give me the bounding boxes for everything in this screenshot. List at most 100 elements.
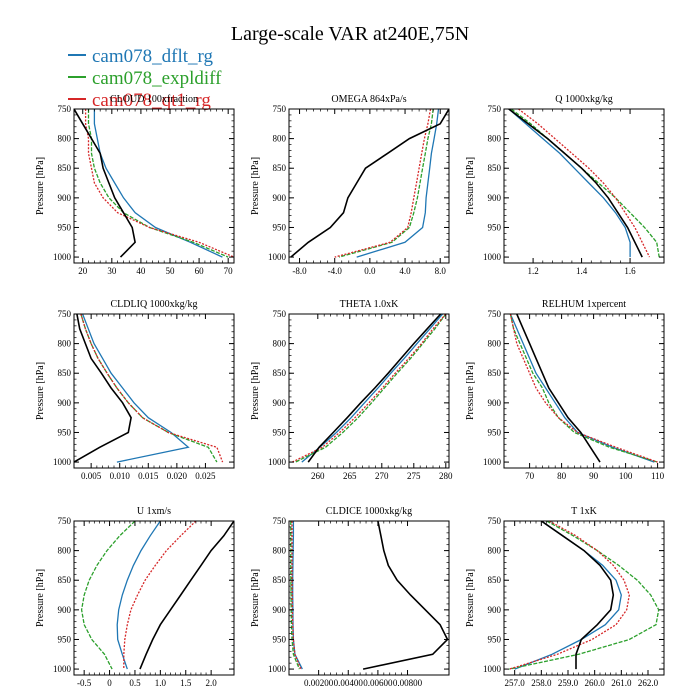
x-tick-label: 70 xyxy=(525,471,535,481)
y-tick-label: 850 xyxy=(273,163,287,173)
x-tick-label: 20 xyxy=(78,266,88,276)
y-tick-label: 900 xyxy=(58,398,72,408)
panel-5: 750 800 850 900 950 1000 260 265 270 275 280 THETA … xyxy=(250,299,453,481)
series-obs-line xyxy=(508,109,643,258)
x-tick-label: 100 xyxy=(619,471,633,481)
x-tick-label: 30 xyxy=(107,266,117,276)
x-tick-label: 0.00400 xyxy=(334,678,364,688)
x-tick-label: 80 xyxy=(557,471,567,481)
series-cam078_qt1_rg-line xyxy=(291,314,447,463)
series-cam078_dflt_rg-line xyxy=(116,521,161,670)
x-tick-label: 2.0 xyxy=(206,678,218,688)
y-tick-label: 850 xyxy=(273,368,287,378)
plot-frame xyxy=(288,313,450,469)
y-tick-label: 850 xyxy=(488,368,502,378)
y-tick-label: 950 xyxy=(273,634,287,644)
panel-6: 750 800 850 900 950 1000 70 80 90 100 110 RELHUM 1x… xyxy=(465,299,665,481)
x-tick-label: 90 xyxy=(589,471,599,481)
x-tick-label: -4.0 xyxy=(328,266,343,276)
x-tick-label: 261.0 xyxy=(611,678,632,688)
x-tick-label: 0.015 xyxy=(138,471,159,481)
y-tick-label: 750 xyxy=(273,104,287,114)
y-tick-label: 950 xyxy=(488,222,502,232)
y-tick-label: 900 xyxy=(488,605,502,615)
x-tick-label: 0 xyxy=(107,678,112,688)
y-tick-label: 1000 xyxy=(268,457,287,467)
x-tick-label: 257.0 xyxy=(505,678,526,688)
plot-frame xyxy=(288,520,450,676)
y-tick-label: 900 xyxy=(58,193,72,203)
series-obs-line xyxy=(290,109,449,258)
panel-title: CLOUD 100xfraction xyxy=(110,94,198,105)
plot-frame xyxy=(73,313,235,469)
y-tick-label: 800 xyxy=(273,339,287,349)
panel-title: OMEGA 864xPa/s xyxy=(331,94,406,105)
panel-1: 750 800 850 900 950 1000 20 30 40 50 60 70 CLOUD 100… xyxy=(35,94,235,276)
x-tick-label: 110 xyxy=(651,471,665,481)
plot-frame xyxy=(503,313,665,469)
panel-3: 750 800 850 900 950 1000 1.2 1.4 1.6 Q 1000xkg/kg… xyxy=(465,94,665,276)
series-cam078_expldiff-line xyxy=(87,109,229,258)
y-tick-label: 950 xyxy=(273,222,287,232)
series-cam078_dflt_rg-line xyxy=(292,521,303,670)
panel-title: THETA 1.0xK xyxy=(340,299,399,310)
y-tick-label: 900 xyxy=(273,605,287,615)
y-axis-label: Pressure [hPa] xyxy=(35,362,46,420)
series-cam078_qt1_rg-line xyxy=(291,521,302,670)
y-axis-label: Pressure [hPa] xyxy=(250,569,261,627)
series-cam078_dflt_rg-line xyxy=(301,314,444,463)
series-cam078_dflt_rg-line xyxy=(81,314,190,463)
y-tick-label: 800 xyxy=(488,546,502,556)
series-cam078_dflt_rg-line xyxy=(93,109,223,258)
x-tick-label: 258.0 xyxy=(531,678,552,688)
series-cam078_dflt_rg-line xyxy=(509,314,655,463)
y-tick-label: 900 xyxy=(273,193,287,203)
panel-2: 750 800 850 900 950 1000 -8.0 -4.0 0.0 4.0 8.0 OMEG… xyxy=(250,94,450,276)
x-tick-label: 1.0 xyxy=(155,678,167,688)
y-tick-label: 750 xyxy=(58,309,72,319)
y-tick-label: 1000 xyxy=(53,664,72,674)
y-tick-label: 900 xyxy=(273,398,287,408)
y-tick-label: 950 xyxy=(488,427,502,437)
plot-frame xyxy=(73,520,235,676)
legend-label-3: cam078_qt1_rg xyxy=(92,90,211,111)
y-tick-label: 800 xyxy=(273,546,287,556)
y-tick-label: 850 xyxy=(58,163,72,173)
x-tick-label: 0.005 xyxy=(81,471,102,481)
plot-frame xyxy=(73,108,235,264)
y-axis-label: Pressure [hPa] xyxy=(465,569,476,627)
y-tick-label: 900 xyxy=(58,605,72,615)
y-tick-label: 1000 xyxy=(483,664,502,674)
x-tick-label: 1.6 xyxy=(624,266,636,276)
y-axis-label: Pressure [hPa] xyxy=(250,157,261,215)
x-tick-label: 260 xyxy=(311,471,325,481)
series-cam078_qt1_rg-line xyxy=(80,314,224,463)
legend: cam078_dflt_rg cam078_expldiff cam078_qt… xyxy=(68,46,222,111)
y-tick-label: 800 xyxy=(273,134,287,144)
x-tick-label: 1.2 xyxy=(527,266,538,276)
panel-title: Q 1000xkg/kg xyxy=(555,94,613,105)
y-tick-label: 900 xyxy=(488,193,502,203)
series-obs-line xyxy=(516,314,601,463)
panel-title: T 1xK xyxy=(571,506,597,517)
x-tick-label: 0.5 xyxy=(129,678,141,688)
series-cam078_expldiff-line xyxy=(509,314,658,463)
x-tick-label: 1.4 xyxy=(576,266,588,276)
y-tick-label: 800 xyxy=(58,134,72,144)
series-cam078_dflt_rg-line xyxy=(508,109,631,258)
series-cam078_qt1_rg-line xyxy=(334,109,432,258)
y-tick-label: 950 xyxy=(58,222,72,232)
series-cam078_qt1_rg-line xyxy=(84,109,234,258)
panel-4: 750 800 850 900 950 1000 0.005 0.010 0.015 0.020 0… xyxy=(35,299,235,481)
series-obs-line xyxy=(540,521,615,670)
y-tick-label: 1000 xyxy=(53,252,72,262)
y-tick-label: 750 xyxy=(488,309,502,319)
y-tick-label: 750 xyxy=(273,309,287,319)
y-tick-label: 1000 xyxy=(53,457,72,467)
x-tick-label: 0.00200 xyxy=(304,678,334,688)
y-tick-label: 750 xyxy=(273,516,287,526)
legend-label-2: cam078_expldiff xyxy=(92,68,222,89)
series-cam078_qt1_rg-line xyxy=(518,109,651,258)
x-tick-label: 0.0 xyxy=(364,266,376,276)
y-tick-label: 800 xyxy=(488,134,502,144)
